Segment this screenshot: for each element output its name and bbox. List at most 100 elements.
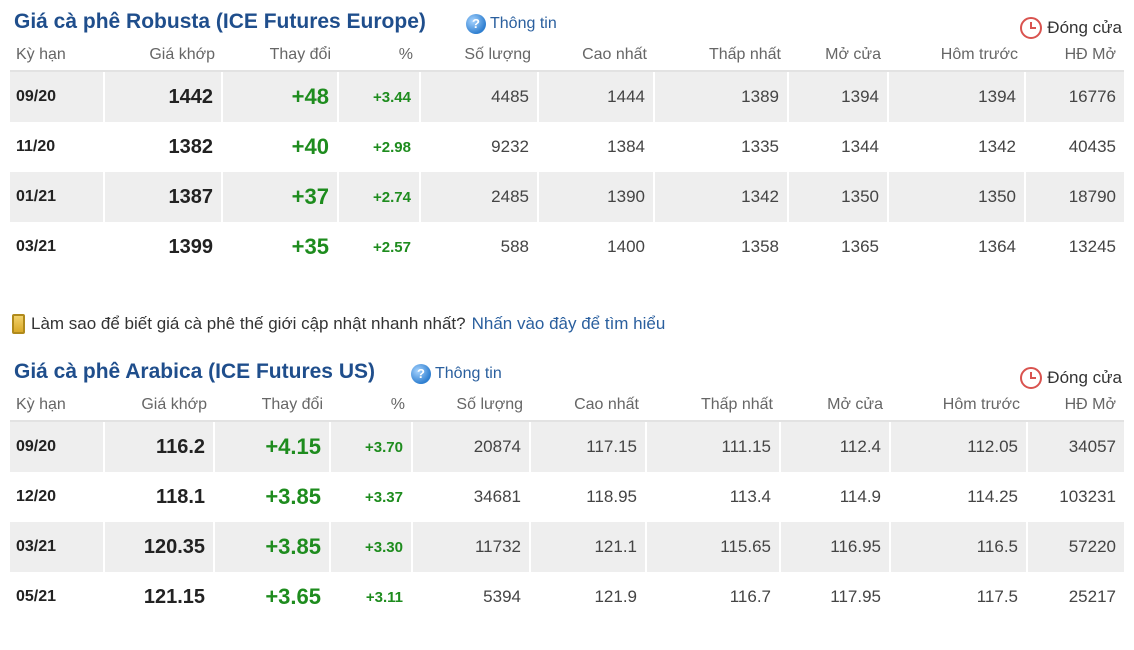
cell-open-interest: 16776 — [1026, 72, 1124, 122]
cell-change: +3.85 — [215, 522, 331, 572]
cell-high: 1384 — [539, 122, 655, 172]
arabica-market-status: Đóng cửa — [1020, 367, 1122, 389]
cell-period: 09/20 — [10, 422, 105, 472]
cell-low: 1389 — [655, 72, 789, 122]
cell-period: 09/20 — [10, 72, 105, 122]
arabica-info-link[interactable]: ? Thông tin — [411, 364, 502, 384]
cell-percent: +2.98 — [339, 122, 421, 172]
clock-icon — [1020, 367, 1043, 389]
arabica-col-header-low: Thấp nhất — [647, 390, 781, 422]
cell-volume: 588 — [421, 222, 539, 272]
arabica-header: Giá cà phê Arabica (ICE Futures US) ? Th… — [10, 350, 1124, 390]
cell-open-interest: 103231 — [1059, 487, 1116, 506]
cell-price: 1442 — [105, 72, 223, 122]
cell-percent: +3.37 — [331, 472, 413, 522]
cell-prev-close: 116.5 — [891, 522, 1028, 572]
cell-open: 116.95 — [781, 522, 891, 572]
cell-change: +37 — [223, 172, 339, 222]
cell-price: 116.2 — [105, 422, 215, 472]
cell-open: 1350 — [789, 172, 889, 222]
cell-high: 1400 — [539, 222, 655, 272]
robusta-market-status: Đóng cửa — [1020, 17, 1122, 39]
arabica-col-header-period: Kỳ hạn — [10, 390, 105, 422]
cell-open: 112.4 — [781, 422, 891, 472]
cell-volume: 11732 — [413, 522, 531, 572]
robusta-table-body: 09/20 1442 +48 +3.44 4485 1444 1389 1394 1394 167… — [10, 72, 1124, 272]
cell-low: 1358 — [655, 222, 789, 272]
cell-change: +3.65 — [215, 572, 331, 622]
table-row: 05/21 121.15 +3.65 +3.11 5394 121.9 116.7 117.9… — [10, 572, 1124, 622]
cell-prev-close: 117.5 — [891, 572, 1028, 622]
cell-high: 118.95 — [531, 472, 647, 522]
cell-open-interest: 34057 — [1028, 422, 1124, 472]
cell-prev-close: 1364 — [889, 222, 1026, 272]
robusta-col-header-high: Cao nhất — [539, 40, 655, 72]
robusta-info-label: Thông tin — [490, 15, 557, 32]
cell-prev-close: 112.05 — [891, 422, 1028, 472]
cell-open: 1344 — [789, 122, 889, 172]
cell-prev-close: 114.25 — [891, 472, 1028, 522]
cell-percent: +3.44 — [339, 72, 421, 122]
robusta-col-header-period: Kỳ hạn — [10, 40, 105, 72]
cell-open: 1394 — [789, 72, 889, 122]
arabica-col-header-prev-close: Hôm trước — [891, 390, 1028, 422]
cell-period: 12/20 — [10, 472, 105, 522]
cell-period: 11/20 — [10, 122, 105, 172]
cell-low: 116.7 — [647, 572, 781, 622]
arabica-col-header-percent: % — [331, 390, 413, 422]
arabica-col-header-open-interest: HĐ Mở — [1028, 390, 1124, 422]
arabica-table: Kỳ hạn Giá khớp Thay đổi% Số lượng Cao nhất T… — [10, 390, 1124, 622]
cell-open-interest: 57220 — [1028, 522, 1124, 572]
robusta-title: Giá cà phê Robusta (ICE Futures Europe) — [14, 10, 426, 33]
robusta-col-header-volume: Số lượng — [421, 40, 539, 72]
arabica-col-header-change: Thay đổi — [215, 390, 331, 422]
cell-high: 121.9 — [531, 572, 647, 622]
cell-open: 114.9 — [781, 472, 891, 522]
cell-high: 117.15 — [531, 422, 647, 472]
cell-period: 01/21 — [10, 172, 105, 222]
cell-period: 05/21 — [10, 572, 105, 622]
cell-high: 121.1 — [531, 522, 647, 572]
cell-price: 121.15 — [105, 572, 215, 622]
robusta-col-header-price: Giá khớp — [105, 40, 223, 72]
cell-low: 115.65 — [647, 522, 781, 572]
cell-prev-close: 1342 — [889, 122, 1026, 172]
notice-link[interactable]: Nhấn vào đây để tìm hiểu — [471, 314, 666, 333]
cell-percent: +3.11 — [331, 572, 413, 622]
cell-open: 1365 — [789, 222, 889, 272]
cell-price: 1399 — [105, 222, 223, 272]
cell-volume: 34681 — [413, 472, 531, 522]
robusta-info-link[interactable]: ? Thông tin — [466, 14, 557, 34]
cell-percent: +2.57 — [339, 222, 421, 272]
cell-open-interest: 13245 — [1068, 237, 1116, 256]
cell-high: 1390 — [539, 172, 655, 222]
robusta-col-header-open-interest: HĐ Mở — [1026, 40, 1124, 72]
cell-high: 1444 — [539, 72, 655, 122]
robusta-col-header-prev-close: Hôm trước — [889, 40, 1026, 72]
arabica-col-header-open: Mở cửa — [781, 390, 891, 422]
cell-volume: 2485 — [421, 172, 539, 222]
arabica-header-row: Kỳ hạn Giá khớp Thay đổi% Số lượng Cao nhất T… — [10, 390, 1124, 422]
cell-period: 03/21 — [10, 522, 105, 572]
clock-icon — [1020, 17, 1043, 39]
robusta-table: Kỳ hạn Giá khớp Thay đổi% Số lượng Cao nhất T… — [10, 40, 1124, 272]
cell-volume: 4485 — [421, 72, 539, 122]
cell-change: +40 — [223, 122, 339, 172]
cell-percent: +2.74 — [339, 172, 421, 222]
table-row: 12/20 118.1 +3.85 +3.37 34681 118.95 113.4 114.… — [10, 472, 1124, 522]
robusta-col-header-open: Mở cửa — [789, 40, 889, 72]
cell-price: 1387 — [105, 172, 223, 222]
cell-percent: +3.30 — [331, 522, 413, 572]
cell-price: 1382 — [105, 122, 223, 172]
cell-low: 1342 — [655, 172, 789, 222]
arabica-title: Giá cà phê Arabica (ICE Futures US) — [14, 360, 375, 383]
robusta-header: Giá cà phê Robusta (ICE Futures Europe) … — [10, 0, 1124, 40]
cell-change: +3.85 — [215, 472, 331, 522]
cell-open-interest: 18790 — [1026, 172, 1124, 222]
arabica-col-header-high: Cao nhất — [531, 390, 647, 422]
cell-price: 118.1 — [105, 472, 215, 522]
cell-period: 03/21 — [10, 222, 105, 272]
cell-open-interest: 25217 — [1068, 587, 1116, 606]
robusta-col-header-percent: % — [339, 40, 421, 72]
cell-percent: +3.70 — [331, 422, 413, 472]
